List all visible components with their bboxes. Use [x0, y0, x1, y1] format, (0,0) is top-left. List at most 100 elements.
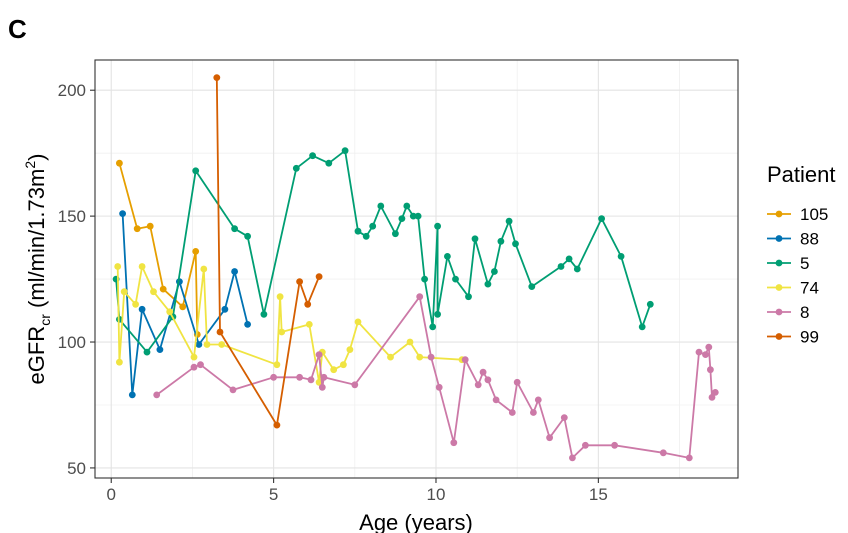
data-point-88	[128, 391, 136, 399]
legend: Patient 105 88 5 74 8 99	[767, 162, 836, 347]
data-point-8	[659, 449, 667, 457]
data-point-5	[565, 255, 573, 263]
data-point-88	[156, 346, 164, 353]
data-point-8	[296, 373, 303, 381]
legend-label-74: 74	[800, 279, 819, 298]
data-point-8	[153, 391, 161, 399]
data-point-5	[260, 310, 268, 318]
data-point-74	[273, 361, 281, 369]
legend-key-point-105	[775, 210, 783, 218]
data-point-5	[398, 215, 406, 223]
series-88	[119, 210, 252, 399]
data-point-5	[638, 323, 646, 331]
data-point-5	[421, 275, 428, 283]
data-point-5	[192, 167, 200, 175]
data-point-74	[166, 308, 174, 316]
data-point-74	[406, 338, 414, 346]
series-line-5	[115, 149, 652, 353]
x-axis: 0 5 10 15	[107, 478, 608, 504]
data-point-5	[325, 159, 333, 167]
data-point-105	[116, 159, 123, 167]
data-point-99	[304, 300, 312, 308]
data-point-8	[569, 454, 576, 462]
data-point-74	[416, 353, 424, 361]
x-tick-label: 5	[269, 485, 278, 504]
data-point-5	[484, 280, 492, 288]
data-point-74	[114, 263, 122, 270]
data-point-88	[221, 305, 229, 313]
data-point-5	[403, 202, 411, 210]
data-point-5	[354, 227, 362, 235]
y-axis-title-superscript: 2	[22, 161, 38, 169]
data-point-5	[434, 310, 441, 318]
data-point-5	[292, 164, 300, 172]
legend-key-point-8	[775, 308, 783, 316]
data-point-8	[711, 389, 719, 396]
data-point-5	[362, 232, 370, 240]
data-point-99	[315, 273, 323, 280]
data-point-74	[305, 321, 313, 328]
data-point-8	[229, 386, 237, 394]
data-point-5	[309, 152, 316, 160]
data-point-74	[218, 341, 226, 348]
data-point-74	[132, 300, 140, 308]
data-point-8	[513, 378, 521, 386]
data-point-74	[120, 288, 128, 296]
legend-key-point-88	[775, 235, 783, 242]
y-axis-title-unit: (ml/min/1.73m	[24, 169, 49, 314]
series-74	[114, 263, 466, 386]
data-point-99	[216, 328, 224, 336]
series-8	[153, 293, 719, 462]
data-point-5	[414, 212, 422, 220]
data-point-5	[244, 232, 252, 240]
data-point-8	[435, 383, 443, 391]
data-point-5	[573, 265, 581, 273]
legend-label-5: 5	[800, 254, 809, 273]
data-point-5	[471, 235, 479, 243]
data-series	[112, 74, 719, 462]
data-point-8	[197, 361, 204, 369]
minor-gridlines	[95, 60, 738, 478]
data-point-88	[195, 341, 203, 348]
data-point-74	[354, 318, 362, 326]
data-point-74	[203, 341, 211, 348]
data-point-105	[159, 285, 167, 293]
data-point-105	[133, 225, 141, 233]
data-point-8	[560, 414, 568, 421]
data-point-8	[546, 434, 553, 442]
y-tick-label: 200	[58, 81, 86, 100]
data-point-5	[392, 230, 399, 238]
data-point-5	[598, 215, 605, 223]
x-tick-label: 0	[107, 485, 116, 504]
data-point-99	[296, 278, 303, 285]
y-tick-label: 100	[58, 333, 86, 352]
legend-key-point-5	[775, 259, 783, 267]
data-point-74	[340, 361, 347, 369]
data-point-99	[213, 74, 221, 81]
data-point-5	[429, 323, 437, 331]
data-point-8	[492, 396, 500, 404]
data-point-8	[270, 373, 277, 381]
data-point-88	[138, 305, 146, 313]
legend-title: Patient	[767, 162, 836, 187]
legend-key-point-99	[775, 333, 783, 340]
x-axis-title: Age (years)	[359, 510, 473, 533]
data-point-8	[318, 383, 326, 391]
legend-label-8: 8	[800, 303, 809, 322]
plot-border	[94, 59, 739, 479]
series-line-99	[215, 77, 320, 426]
data-point-8	[702, 351, 709, 358]
data-point-74	[330, 366, 338, 374]
y-axis-title-base: eGFR	[24, 326, 49, 385]
y-tick-label: 50	[67, 459, 86, 478]
data-point-88	[119, 210, 126, 218]
series-5	[112, 147, 654, 356]
y-tick-label: 150	[58, 207, 86, 226]
data-point-5	[491, 268, 498, 275]
data-point-5	[452, 275, 459, 283]
data-point-5	[465, 293, 472, 301]
y-axis-title: eGFRcr (ml/min/1.73m2)	[22, 154, 53, 385]
y-axis: 50 100 150 200	[58, 81, 95, 478]
data-point-74	[150, 288, 157, 296]
